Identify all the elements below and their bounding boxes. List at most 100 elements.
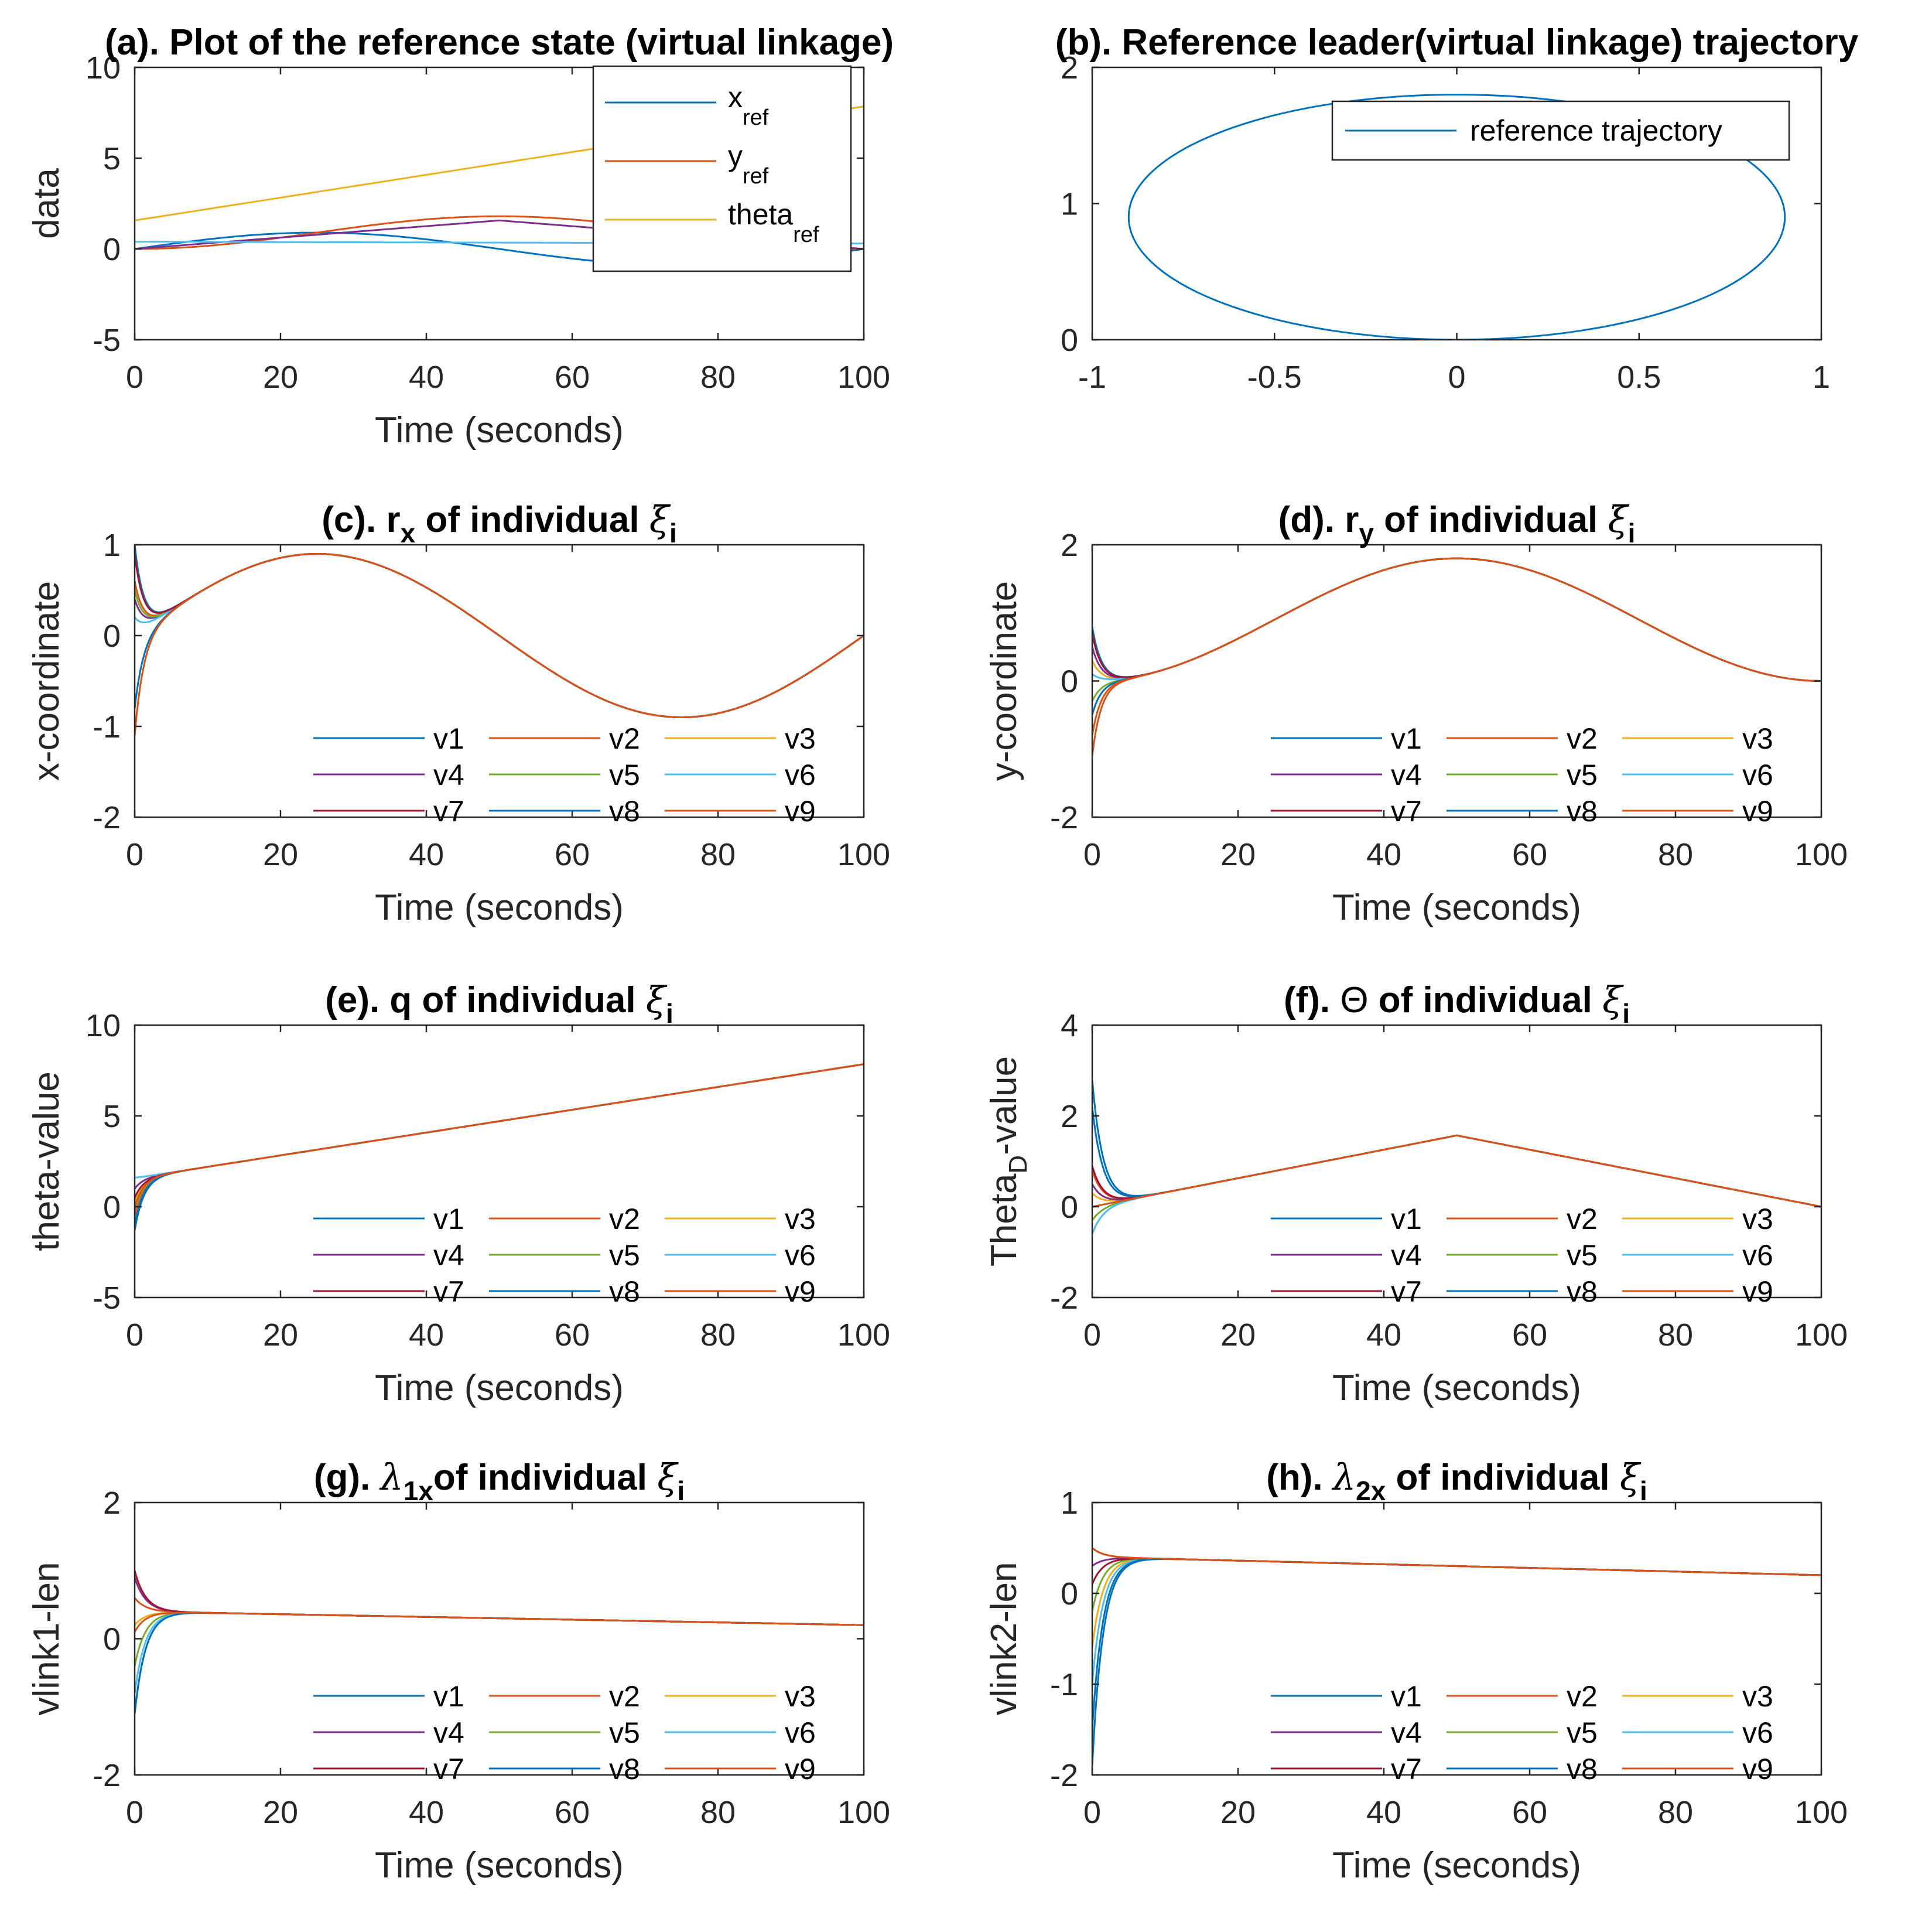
legend-label-v2: v2 <box>609 1680 640 1713</box>
series-line-v1 <box>135 545 864 718</box>
legend-label-v8: v8 <box>609 795 640 828</box>
plot-area-b <box>1127 94 1786 340</box>
series-line-v1 <box>1092 557 1821 682</box>
legend-label-v5: v5 <box>609 1239 640 1272</box>
x-tick-label: 40 <box>409 360 444 395</box>
x-tick-label: 20 <box>1220 1795 1256 1830</box>
x-axis-label: Time (seconds) <box>1332 887 1581 928</box>
x-tick-label: 40 <box>409 1795 444 1830</box>
series-line-v2 <box>1092 1134 1821 1208</box>
x-tick-label: 40 <box>409 837 444 872</box>
x-tick-label: 80 <box>700 837 736 872</box>
series-line-v9 <box>135 1063 864 1207</box>
chart-title: (g). λ1xof individual ξi <box>314 1456 685 1506</box>
series-line-v5 <box>135 1611 864 1667</box>
legend-label-v3: v3 <box>785 1203 816 1235</box>
x-tick-label: 0 <box>1083 1317 1101 1353</box>
legend-label-v4: v4 <box>1391 759 1422 791</box>
y-tick-label: -2 <box>1050 1758 1078 1793</box>
chart-c: 0 20 40 60 80 100 -2 -1 0 1 Time (seconds) x-coordi… <box>26 498 890 928</box>
y-tick-label: -2 <box>93 800 121 835</box>
y-tick-label: 2 <box>1061 1099 1078 1134</box>
series-line-v4 <box>135 1063 864 1189</box>
series-line-v5 <box>1092 557 1821 702</box>
x-tick-label: 0 <box>126 1317 143 1353</box>
y-tick-label: 0 <box>103 232 121 267</box>
x-tick-label: 20 <box>263 360 298 395</box>
legend-label-x: xref <box>728 81 769 130</box>
legend-label-v2: v2 <box>609 1203 640 1235</box>
legend-label-v8: v8 <box>1567 1753 1598 1785</box>
x-tick-label: 0 <box>1448 360 1465 395</box>
y-tick-label: -1 <box>1050 1667 1078 1702</box>
plot-area-e <box>135 1063 864 1231</box>
series-line-v1 <box>1092 1558 1821 1766</box>
y-tick-label: 10 <box>86 1008 121 1043</box>
series-line-v4 <box>1092 557 1821 682</box>
series-line-v6 <box>1092 1558 1821 1685</box>
x-tick-label: 20 <box>1220 1317 1256 1353</box>
x-tick-label: 60 <box>555 1795 590 1830</box>
legend-label-theta: thetaref <box>728 198 819 247</box>
x-axis-label: Time (seconds) <box>375 410 624 450</box>
x-tick-label: 0 <box>126 360 143 395</box>
y-tick-label: -1 <box>93 709 121 745</box>
series-line-v6 <box>1092 557 1821 682</box>
x-tick-label: 100 <box>837 1795 890 1830</box>
legend-label-v1: v1 <box>1391 1203 1422 1235</box>
x-tick-label: 80 <box>700 360 736 395</box>
legend-box <box>592 65 852 272</box>
legend-label-v6: v6 <box>785 1716 816 1749</box>
series-line-v9 <box>135 553 864 736</box>
y-tick-label: 0 <box>1061 664 1078 699</box>
series-line-v1 <box>135 1063 864 1231</box>
axes-box-f <box>1091 1024 1822 1299</box>
chart-title: (e). q of individual ξi <box>325 978 673 1029</box>
y-tick-label: 2 <box>103 1486 121 1521</box>
x-axis-label: Time (seconds) <box>375 1845 624 1886</box>
series-line-v9 <box>1092 557 1821 736</box>
x-tick-label: 60 <box>1512 837 1547 872</box>
legend-label-v3: v3 <box>785 1680 816 1713</box>
y-tick-label: 2 <box>1061 50 1078 86</box>
series-line-v4 <box>1092 1134 1821 1208</box>
x-tick-label: 100 <box>1795 837 1848 872</box>
legend-label-v8: v8 <box>609 1753 640 1785</box>
x-axis-label: Time (seconds) <box>1332 1368 1581 1408</box>
legend-label-v9: v9 <box>1742 795 1773 828</box>
legend-label-v7: v7 <box>433 795 464 828</box>
x-tick-label: 40 <box>1366 1317 1401 1353</box>
x-tick-label: 20 <box>1220 837 1256 872</box>
legend-label: reference trajectory <box>1470 114 1722 147</box>
series-line-v8 <box>1092 1558 1821 1730</box>
x-tick-label: 0 <box>126 837 143 872</box>
legend-label-v1: v1 <box>1391 1680 1422 1713</box>
chart-title: (f). Θ of individual ξi <box>1284 978 1630 1029</box>
x-tick-label: 0 <box>126 1795 143 1830</box>
y-tick-label: 0 <box>1061 323 1078 358</box>
series-line-v2 <box>135 1597 864 1626</box>
y-tick-label: 0 <box>103 1622 121 1657</box>
series-line-v7 <box>1092 1558 1821 1585</box>
axes-box-c <box>134 544 865 818</box>
y-axis-label: ThetaD-value <box>984 1056 1032 1266</box>
chart-title: (d). ry of individual ξi <box>1278 498 1636 548</box>
legend-label-v3: v3 <box>1742 722 1773 755</box>
y-axis-label: theta-value <box>26 1071 67 1251</box>
plot-area-d <box>1092 557 1821 756</box>
y-tick-label: 2 <box>1061 528 1078 563</box>
plot-area-g <box>135 1570 864 1714</box>
chart-title: (a). Plot of the reference state (virtua… <box>105 22 894 63</box>
x-axis-label: Time (seconds) <box>375 1368 624 1408</box>
legend-label-v6: v6 <box>1742 1239 1773 1272</box>
legend-label-v3: v3 <box>1742 1680 1773 1713</box>
legend-label-v9: v9 <box>1742 1753 1773 1785</box>
series-line-v8 <box>1092 1107 1821 1208</box>
x-tick-label: 60 <box>555 837 590 872</box>
legend-label-v9: v9 <box>785 1753 816 1785</box>
x-tick-label: 80 <box>1658 837 1693 872</box>
x-tick-label: 20 <box>263 837 298 872</box>
